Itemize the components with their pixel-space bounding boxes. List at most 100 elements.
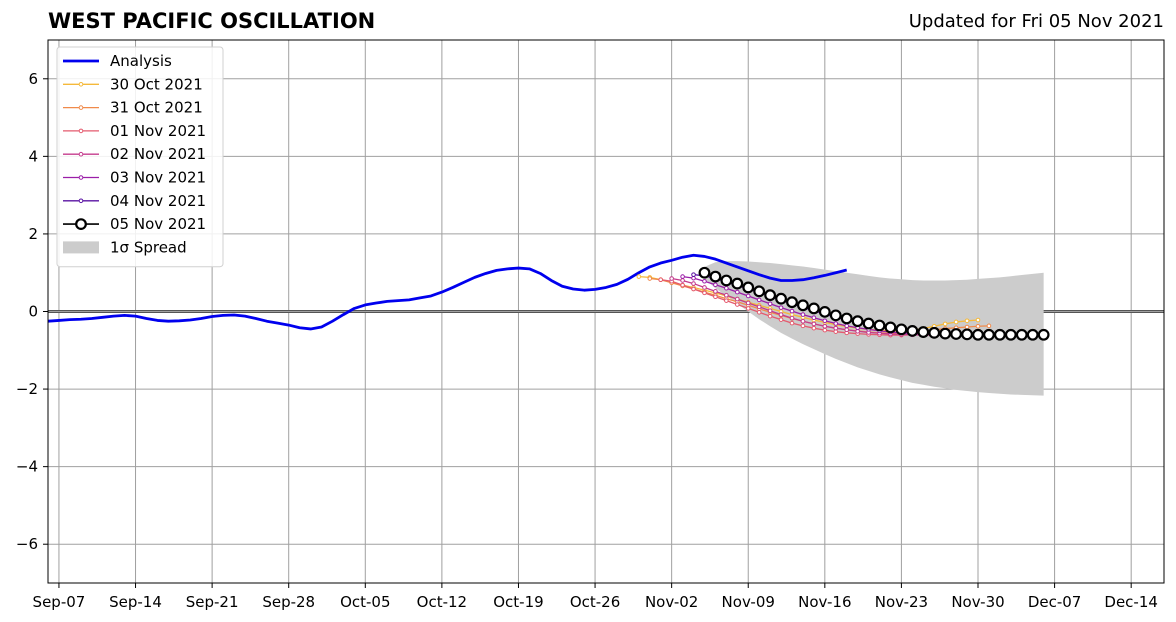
forecast-point-4: [833, 325, 839, 331]
y-tick-label: 0: [28, 303, 38, 321]
forecast-point-5: [800, 312, 806, 317]
legend-marker-current: [75, 218, 87, 231]
current-forecast-point: [983, 328, 995, 341]
current-forecast-point: [851, 315, 864, 328]
forecast-point-1: [636, 274, 642, 279]
x-tick-label: Nov-30: [951, 593, 1004, 611]
x-tick-label: Sep-21: [186, 593, 239, 611]
forecast-point-5: [724, 285, 729, 291]
forecast-point-5: [702, 278, 707, 284]
forecast-point-3: [658, 277, 664, 282]
forecast-point-4: [702, 285, 707, 290]
legend-box: [56, 46, 224, 268]
forecast-point-3: [789, 320, 795, 326]
x-tick-label: Sep-14: [109, 593, 162, 611]
forecast-point-3: [702, 290, 707, 296]
forecast-point-6: [691, 272, 696, 277]
current-forecast-point: [928, 326, 941, 339]
updated-date: Updated for Fri 05 Nov 2021: [908, 11, 1164, 32]
forecast-point-3: [734, 302, 740, 307]
forecast-point-1: [975, 317, 981, 323]
forecast-point-2: [964, 324, 970, 330]
forecast-point-4: [800, 318, 806, 324]
forecast-point-4: [724, 292, 729, 298]
forecast-point-2: [647, 276, 653, 281]
legend-label: Analysis: [110, 52, 172, 70]
forecast-point-4: [713, 289, 718, 294]
current-forecast-point: [1015, 328, 1028, 341]
series-lines: [47, 253, 1050, 341]
x-tick-label: Dec-14: [1104, 593, 1158, 611]
current-forecast-point: [698, 266, 711, 279]
forecast-point-4: [811, 321, 817, 327]
x-tick-label: Oct-19: [493, 593, 543, 611]
x-tick-label: Oct-26: [570, 593, 620, 611]
current-forecast-point: [895, 323, 908, 336]
forecast-point-3: [800, 323, 806, 329]
forecast-point-2: [975, 323, 981, 329]
forecast-point-4: [680, 278, 685, 283]
legend-label: 01 Nov 2021: [110, 122, 206, 140]
x-tick-label: Dec-07: [1028, 593, 1082, 611]
current-forecast-point: [906, 324, 919, 337]
x-tick-label: Sep-07: [33, 593, 86, 611]
forecast-point-5: [734, 289, 740, 295]
legend-marker-2: [78, 105, 84, 110]
forecast-point-3: [713, 294, 718, 300]
forecast-point-3: [724, 298, 729, 303]
forecast-point-2: [986, 323, 992, 329]
x-tick-label: Nov-16: [798, 593, 851, 611]
grid-lines: [48, 40, 1164, 583]
forecast-point-4: [745, 300, 751, 306]
forecast-point-1: [942, 321, 948, 327]
current-forecast-point: [753, 285, 766, 298]
chart-title: WEST PACIFIC OSCILLATION: [48, 9, 376, 33]
forecast-point-5: [680, 274, 685, 279]
legend-label: 31 Oct 2021: [110, 99, 203, 117]
legend-label: 02 Nov 2021: [110, 145, 206, 163]
forecast-point-5: [767, 301, 773, 307]
y-tick-label: −6: [16, 535, 38, 553]
forecast-point-5: [844, 323, 850, 329]
forecast-point-5: [822, 318, 828, 324]
forecast-point-5: [713, 282, 718, 288]
forecast-point-5: [756, 297, 762, 303]
current-forecast-point: [884, 321, 897, 334]
x-tick-label: Oct-12: [417, 593, 467, 611]
forecast-point-4: [756, 304, 762, 310]
current-forecast-point: [786, 296, 798, 309]
legend-marker-5: [78, 175, 84, 180]
current-forecast-point: [1026, 328, 1039, 341]
legend-label: 1σ Spread: [110, 238, 187, 256]
legend: Analysis 30 Oct 2021 31 Oct 2021 01 Nov 202…: [56, 46, 224, 268]
current-forecast-point: [993, 328, 1006, 341]
current-forecast-point: [709, 270, 722, 283]
forecast-point-4: [669, 276, 674, 281]
spread-polygon: [704, 261, 1044, 396]
current-forecast-point: [961, 328, 973, 341]
legend-marker-4: [78, 151, 84, 157]
forecast-point-4: [691, 281, 696, 286]
current-forecast-point: [972, 328, 984, 341]
forecast-point-1: [964, 318, 970, 324]
x-tick-label: Nov-23: [875, 593, 928, 611]
current-forecast-point: [950, 328, 963, 340]
forecast-point-5: [811, 315, 817, 321]
current-forecast-point: [917, 326, 930, 338]
forecast-point-5: [833, 321, 839, 326]
legend-marker-1: [78, 82, 84, 87]
forecast-point-3: [691, 286, 696, 292]
y-tick-label: −2: [16, 380, 38, 398]
legend-label: 04 Nov 2021: [110, 192, 206, 210]
legend-label: 30 Oct 2021: [110, 75, 203, 93]
analysis-line: [47, 253, 848, 331]
current-forecast-point: [873, 319, 886, 332]
forecast-point-3: [745, 306, 751, 311]
x-tick-label: Sep-28: [262, 593, 315, 611]
y-tick-label: −4: [16, 458, 38, 476]
current-forecast-point: [775, 292, 787, 305]
current-forecast-point: [742, 281, 755, 294]
current-forecast-point: [829, 309, 842, 322]
axis-ticks: Sep-07 Sep-14 Sep-21 Sep-28 Oct-05 Oct-12 Oct-…: [16, 70, 1158, 611]
forecast-point-4: [789, 315, 795, 321]
